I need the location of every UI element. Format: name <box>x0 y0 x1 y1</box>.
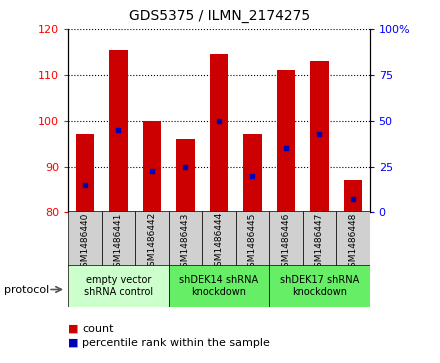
Bar <box>344 180 362 212</box>
Text: shDEK17 shRNA
knockdown: shDEK17 shRNA knockdown <box>280 275 359 297</box>
Bar <box>336 211 370 267</box>
Bar <box>310 61 329 212</box>
Bar <box>176 139 194 212</box>
Text: GSM1486447: GSM1486447 <box>315 212 324 273</box>
Text: GSM1486444: GSM1486444 <box>214 212 224 273</box>
Bar <box>68 211 102 267</box>
Bar <box>169 211 202 267</box>
Bar <box>102 211 135 267</box>
Text: GSM1486448: GSM1486448 <box>348 212 357 273</box>
Bar <box>303 211 336 267</box>
Bar <box>143 121 161 212</box>
Bar <box>202 211 236 267</box>
Text: empty vector
shRNA control: empty vector shRNA control <box>84 275 153 297</box>
Bar <box>269 265 370 307</box>
Text: GSM1486442: GSM1486442 <box>147 212 157 273</box>
Text: count: count <box>82 323 114 334</box>
Text: GSM1486445: GSM1486445 <box>248 212 257 273</box>
Text: GDS5375 / ILMN_2174275: GDS5375 / ILMN_2174275 <box>129 9 311 23</box>
Text: ■: ■ <box>68 323 79 334</box>
Bar <box>135 211 169 267</box>
Point <box>282 145 290 151</box>
Bar <box>243 134 262 212</box>
Text: ■: ■ <box>68 338 79 348</box>
Text: percentile rank within the sample: percentile rank within the sample <box>82 338 270 348</box>
Text: shDEK14 shRNA
knockdown: shDEK14 shRNA knockdown <box>180 275 258 297</box>
Bar <box>76 134 94 212</box>
Bar <box>109 50 128 212</box>
Text: GSM1486441: GSM1486441 <box>114 212 123 273</box>
Bar <box>169 265 269 307</box>
Point <box>182 164 189 170</box>
Bar <box>68 265 169 307</box>
Bar <box>277 70 295 212</box>
Point <box>81 182 88 188</box>
Point <box>115 127 122 133</box>
Text: GSM1486443: GSM1486443 <box>181 212 190 273</box>
Text: GSM1486446: GSM1486446 <box>281 212 290 273</box>
Text: protocol: protocol <box>4 285 50 295</box>
Point <box>148 168 155 174</box>
Bar <box>236 211 269 267</box>
Point <box>216 118 223 123</box>
Point <box>349 196 356 201</box>
Bar <box>269 211 303 267</box>
Point <box>249 173 256 179</box>
Bar <box>210 54 228 212</box>
Point <box>316 131 323 137</box>
Text: GSM1486440: GSM1486440 <box>81 212 89 273</box>
